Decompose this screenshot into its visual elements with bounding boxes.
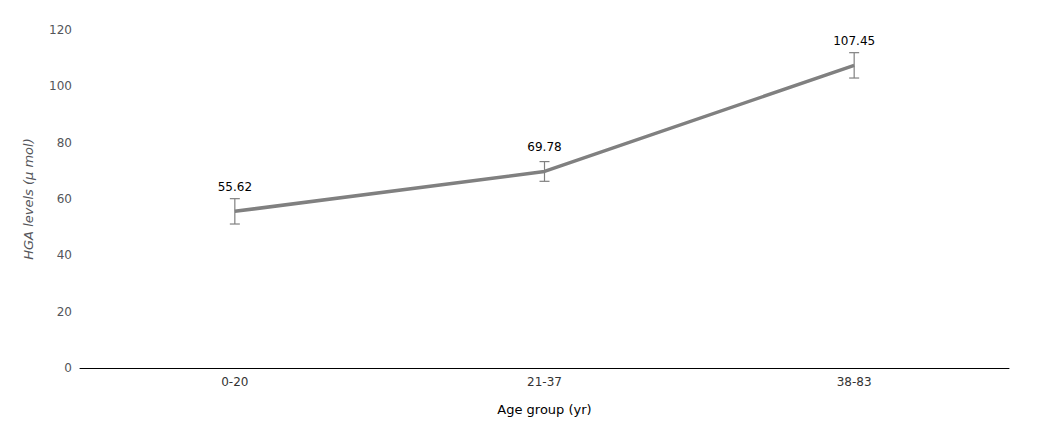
svg-text:Age group (yr): Age group (yr): [497, 402, 591, 417]
svg-text:100: 100: [49, 79, 72, 93]
svg-text:69.78: 69.78: [527, 140, 561, 154]
svg-text:107.45: 107.45: [833, 34, 875, 48]
svg-text:40: 40: [57, 248, 72, 262]
svg-text:120: 120: [49, 23, 72, 37]
svg-text:60: 60: [57, 192, 72, 206]
svg-text:20: 20: [57, 305, 72, 319]
svg-text:80: 80: [57, 136, 72, 150]
svg-text:21-37: 21-37: [527, 375, 562, 389]
svg-text:38-83: 38-83: [837, 375, 872, 389]
svg-text:55.62: 55.62: [218, 180, 252, 194]
svg-text:0: 0: [64, 361, 72, 375]
svg-text:0-20: 0-20: [221, 375, 248, 389]
svg-text:HGA levels (μ mol): HGA levels (μ mol): [21, 138, 36, 259]
